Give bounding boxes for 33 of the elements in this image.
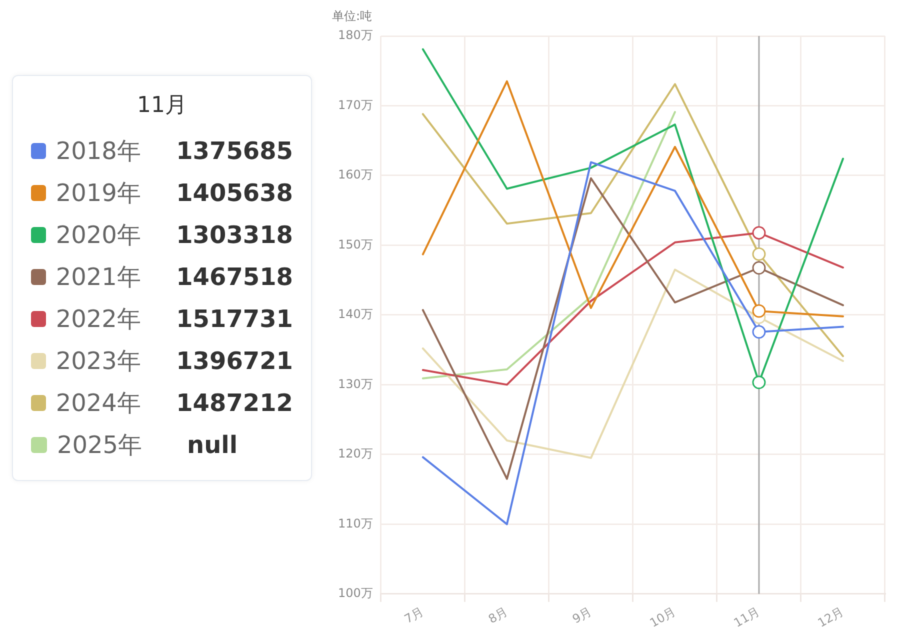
x-tick-label: 9月 [570,604,594,626]
legend-label: 2022年 [56,304,142,335]
text: 1405638 [176,179,293,207]
text: 1487212 [176,389,293,417]
x-tick-label: 10月 [647,604,678,630]
legend-label: 2025年 [57,430,144,461]
y-tick-label: 100万 [338,586,373,600]
text: 1303318 [176,221,293,249]
y-tick-label: 150万 [338,237,373,252]
legend-title: 11月 [136,92,188,120]
text: 1375685 [176,137,293,165]
y-tick-label: 130万 [338,376,373,391]
x-tick-label: 11月 [731,604,762,630]
text: 1396721 [176,347,293,375]
legend-label: 2024年 [56,388,142,419]
y-tick-label: 140万 [338,307,373,322]
x-tick-label: 7月 [402,604,426,626]
text: null [187,431,238,459]
x-tick-label: 12月 [815,604,846,630]
legend-label: 2021年 [56,262,142,293]
text: 1517731 [176,305,293,333]
text: 1467518 [176,263,293,291]
legend-label: 2020年 [56,220,142,251]
legend-label: 2018年 [56,136,142,167]
y-tick-label: 110万 [338,516,373,530]
y-tick-label: 170万 [338,98,373,112]
legend-label: 2019年 [56,178,142,209]
y-tick-label: 160万 [338,168,373,182]
legend-label: 2023年 [56,346,142,377]
x-tick-label: 8月 [486,604,510,626]
y-tick-label: 180万 [338,28,373,42]
y-tick-label: 120万 [338,446,373,461]
y-axis-title: 单位:吨 [332,8,372,25]
